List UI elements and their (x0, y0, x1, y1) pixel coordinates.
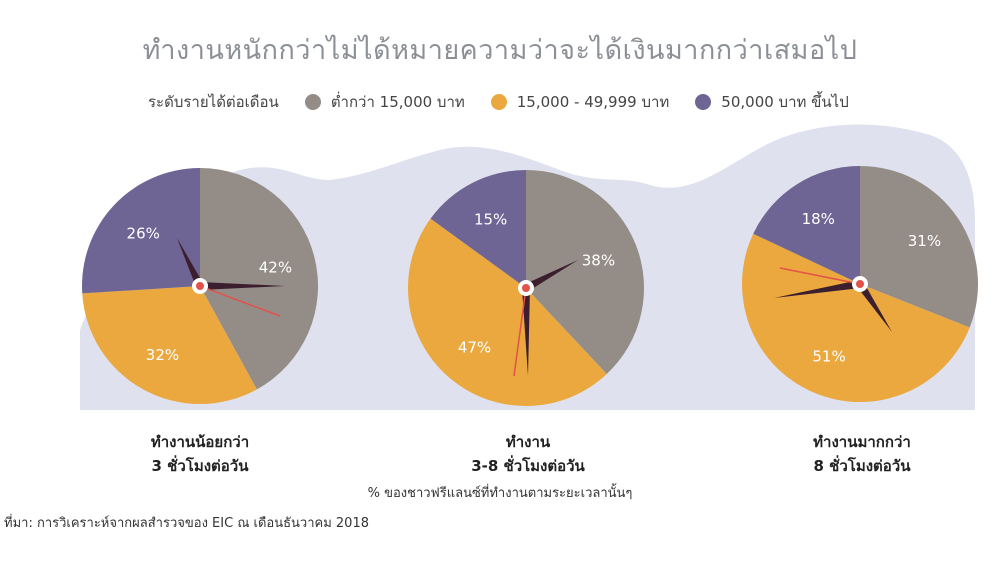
pie-2-slice-2 (407, 218, 607, 407)
group-caption-1-line2: 3 ชั่วโมงต่อวัน (151, 457, 249, 475)
pie-1-hub (196, 282, 204, 290)
source-note: ที่มา: การวิเคราะห์จากผลสำรวจของ EIC ณ เ… (4, 516, 369, 531)
legend-label-low: ต่ำกว่า 15,000 บาท (330, 93, 465, 111)
pie-3-second-hand (779, 267, 861, 285)
legend-item-high: 50,000 บาท ขึ้นไป (695, 90, 849, 114)
chart-title: ทำงานหนักกว่าไม่ได้หมายความว่าจะได้เงินม… (142, 35, 858, 66)
pie-1-clock-hand-1 (200, 282, 285, 290)
pie-3-clock-hand-1 (774, 280, 861, 298)
pie-3-slice-2 (741, 233, 970, 403)
pie-2-slice-3 (430, 170, 526, 288)
legend-label-mid: 15,000 - 49,999 บาท (516, 93, 670, 111)
legend-label-high: 50,000 บาท ขึ้นไป (721, 93, 849, 111)
chart-note: % ของชาวฟรีแลนซ์ที่ทำงานตามระยะเวลานั้นๆ (367, 486, 633, 501)
pie-1-slice-1 (200, 168, 318, 390)
pie-2-clock-hand-1 (524, 260, 578, 292)
pie-1: 42% 32% 26% (82, 168, 318, 404)
legend-swatch-purple (695, 94, 712, 110)
group-caption-1-line1: ทำงานน้อยกว่า (150, 433, 250, 451)
group-caption-3-line1: ทำงานมากกว่า (813, 433, 911, 451)
pie-3-hub (856, 280, 864, 288)
pie-1-label-1: 42% (259, 259, 292, 277)
pie-2-label-1: 38% (582, 251, 615, 269)
group-caption-3-line2: 8 ชั่วโมงต่อวัน (813, 457, 911, 475)
group-caption-2-line2: 3-8 ชั่วโมงต่อวัน (471, 457, 585, 475)
legend-title: ระดับรายได้ต่อเดือน (148, 93, 279, 111)
pie-1-second-hand (199, 285, 281, 317)
pie-1-slice-2 (82, 286, 257, 404)
legend-item-mid: 15,000 - 49,999 บาท (490, 90, 670, 114)
pie-1-label-3: 26% (127, 225, 160, 243)
pie-2-hub (522, 284, 530, 292)
pie-2-label-3: 15% (474, 211, 507, 229)
pie-3: 31% 51% 18% (741, 166, 978, 403)
pie-3-label-1: 31% (908, 232, 941, 250)
pie-3-slice-3 (753, 166, 860, 284)
pie-2-label-2: 47% (458, 338, 491, 356)
pie-1-slice-3 (82, 168, 200, 294)
pie-1-clock-hand-2 (177, 238, 204, 288)
pie-2-second-hand (513, 287, 527, 377)
pie-1-label-2: 32% (146, 346, 179, 364)
legend-item-low: ต่ำกว่า 15,000 บาท (304, 90, 465, 114)
group-caption-2-line1: ทำงาน (505, 433, 551, 451)
group-caption-3: ทำงานมากกว่า 8 ชั่วโมงต่อวัน (752, 430, 972, 478)
pie-3-label-2: 51% (812, 347, 845, 365)
pie-2: 38% 47% 15% (407, 170, 644, 407)
pie-2-slice-1 (526, 170, 644, 375)
legend: ระดับรายได้ต่อเดือน ต่ำกว่า 15,000 บาท 1… (148, 90, 849, 114)
pie-2-clock-hand-2 (522, 287, 530, 376)
legend-swatch-orange (490, 94, 507, 110)
group-caption-2: ทำงาน 3-8 ชั่วโมงต่อวัน (418, 430, 638, 478)
pie-3-label-3: 18% (802, 210, 835, 228)
pie-3-clock-hand-2 (856, 281, 892, 332)
legend-swatch-grey (304, 94, 321, 110)
group-caption-1: ทำงานน้อยกว่า 3 ชั่วโมงต่อวัน (90, 430, 310, 478)
pie-3-slice-1 (860, 166, 978, 328)
